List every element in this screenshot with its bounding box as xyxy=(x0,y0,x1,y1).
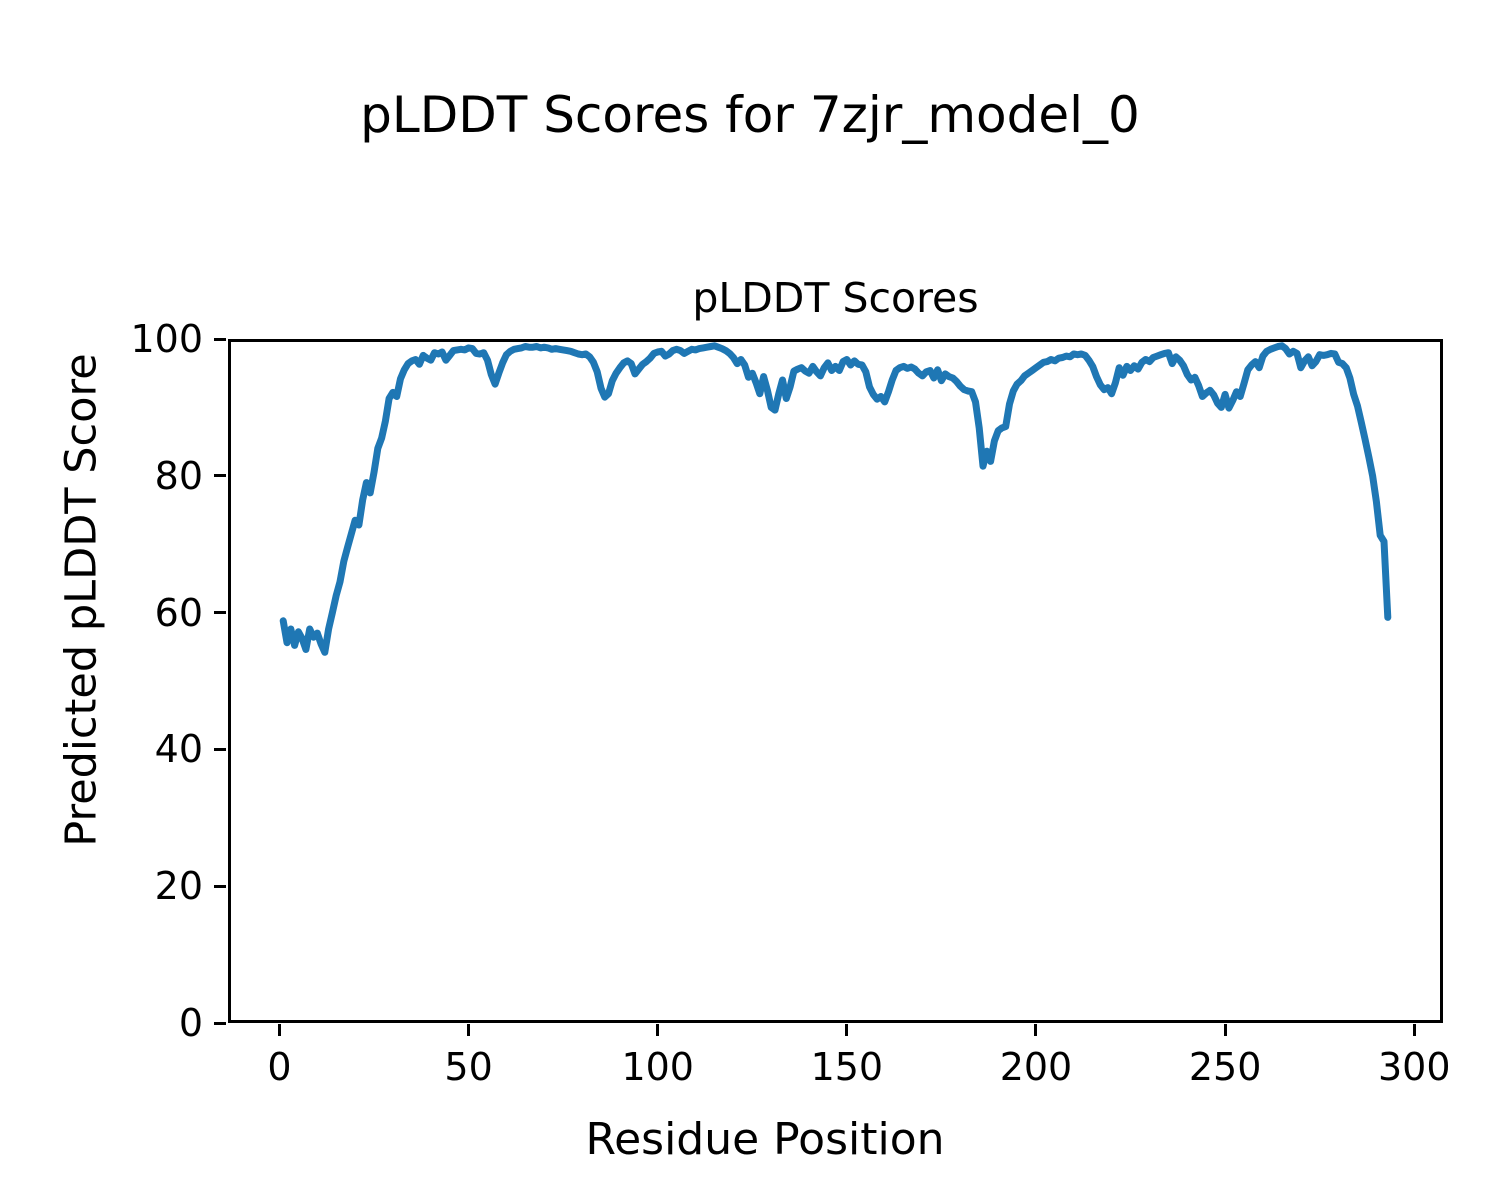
x-tick-label: 250 xyxy=(1188,1045,1262,1089)
plot-area xyxy=(228,339,1443,1023)
y-tick-label: 80 xyxy=(154,453,203,498)
figure-suptitle: pLDDT Scores for 7zjr_model_0 xyxy=(360,86,1140,144)
x-tick xyxy=(1412,1024,1416,1036)
y-tick xyxy=(214,474,226,478)
y-tick-label: 40 xyxy=(154,727,203,772)
y-tick-label: 0 xyxy=(178,1001,203,1045)
x-tick-label: 100 xyxy=(621,1045,694,1089)
x-tick xyxy=(277,1024,281,1036)
x-tick-label: 0 xyxy=(267,1045,292,1089)
y-axis-label: Predicted pLDDT Score xyxy=(56,353,107,847)
y-tick xyxy=(214,884,226,888)
x-tick xyxy=(656,1024,660,1036)
x-tick xyxy=(845,1024,849,1036)
y-tick-label: 100 xyxy=(130,317,203,361)
y-tick xyxy=(214,1021,226,1025)
plddt-line-series xyxy=(279,342,1392,656)
y-tick xyxy=(214,611,226,615)
y-tick-label: 20 xyxy=(154,864,203,909)
y-tick xyxy=(214,337,226,341)
axes-spines xyxy=(228,339,1443,1023)
x-tick xyxy=(467,1024,471,1036)
x-tick xyxy=(1223,1024,1227,1036)
y-tick-label: 60 xyxy=(154,590,203,635)
x-tick-label: 200 xyxy=(999,1045,1073,1089)
y-tick xyxy=(214,747,226,751)
x-tick xyxy=(1034,1024,1038,1036)
x-tick-label: 50 xyxy=(444,1045,493,1089)
x-tick-label: 150 xyxy=(810,1045,884,1089)
x-tick-label: 300 xyxy=(1377,1045,1451,1089)
axes-title: pLDDT Scores xyxy=(692,274,979,322)
x-axis-label: Residue Position xyxy=(585,1114,945,1165)
line-chart-svg xyxy=(228,339,1443,1023)
